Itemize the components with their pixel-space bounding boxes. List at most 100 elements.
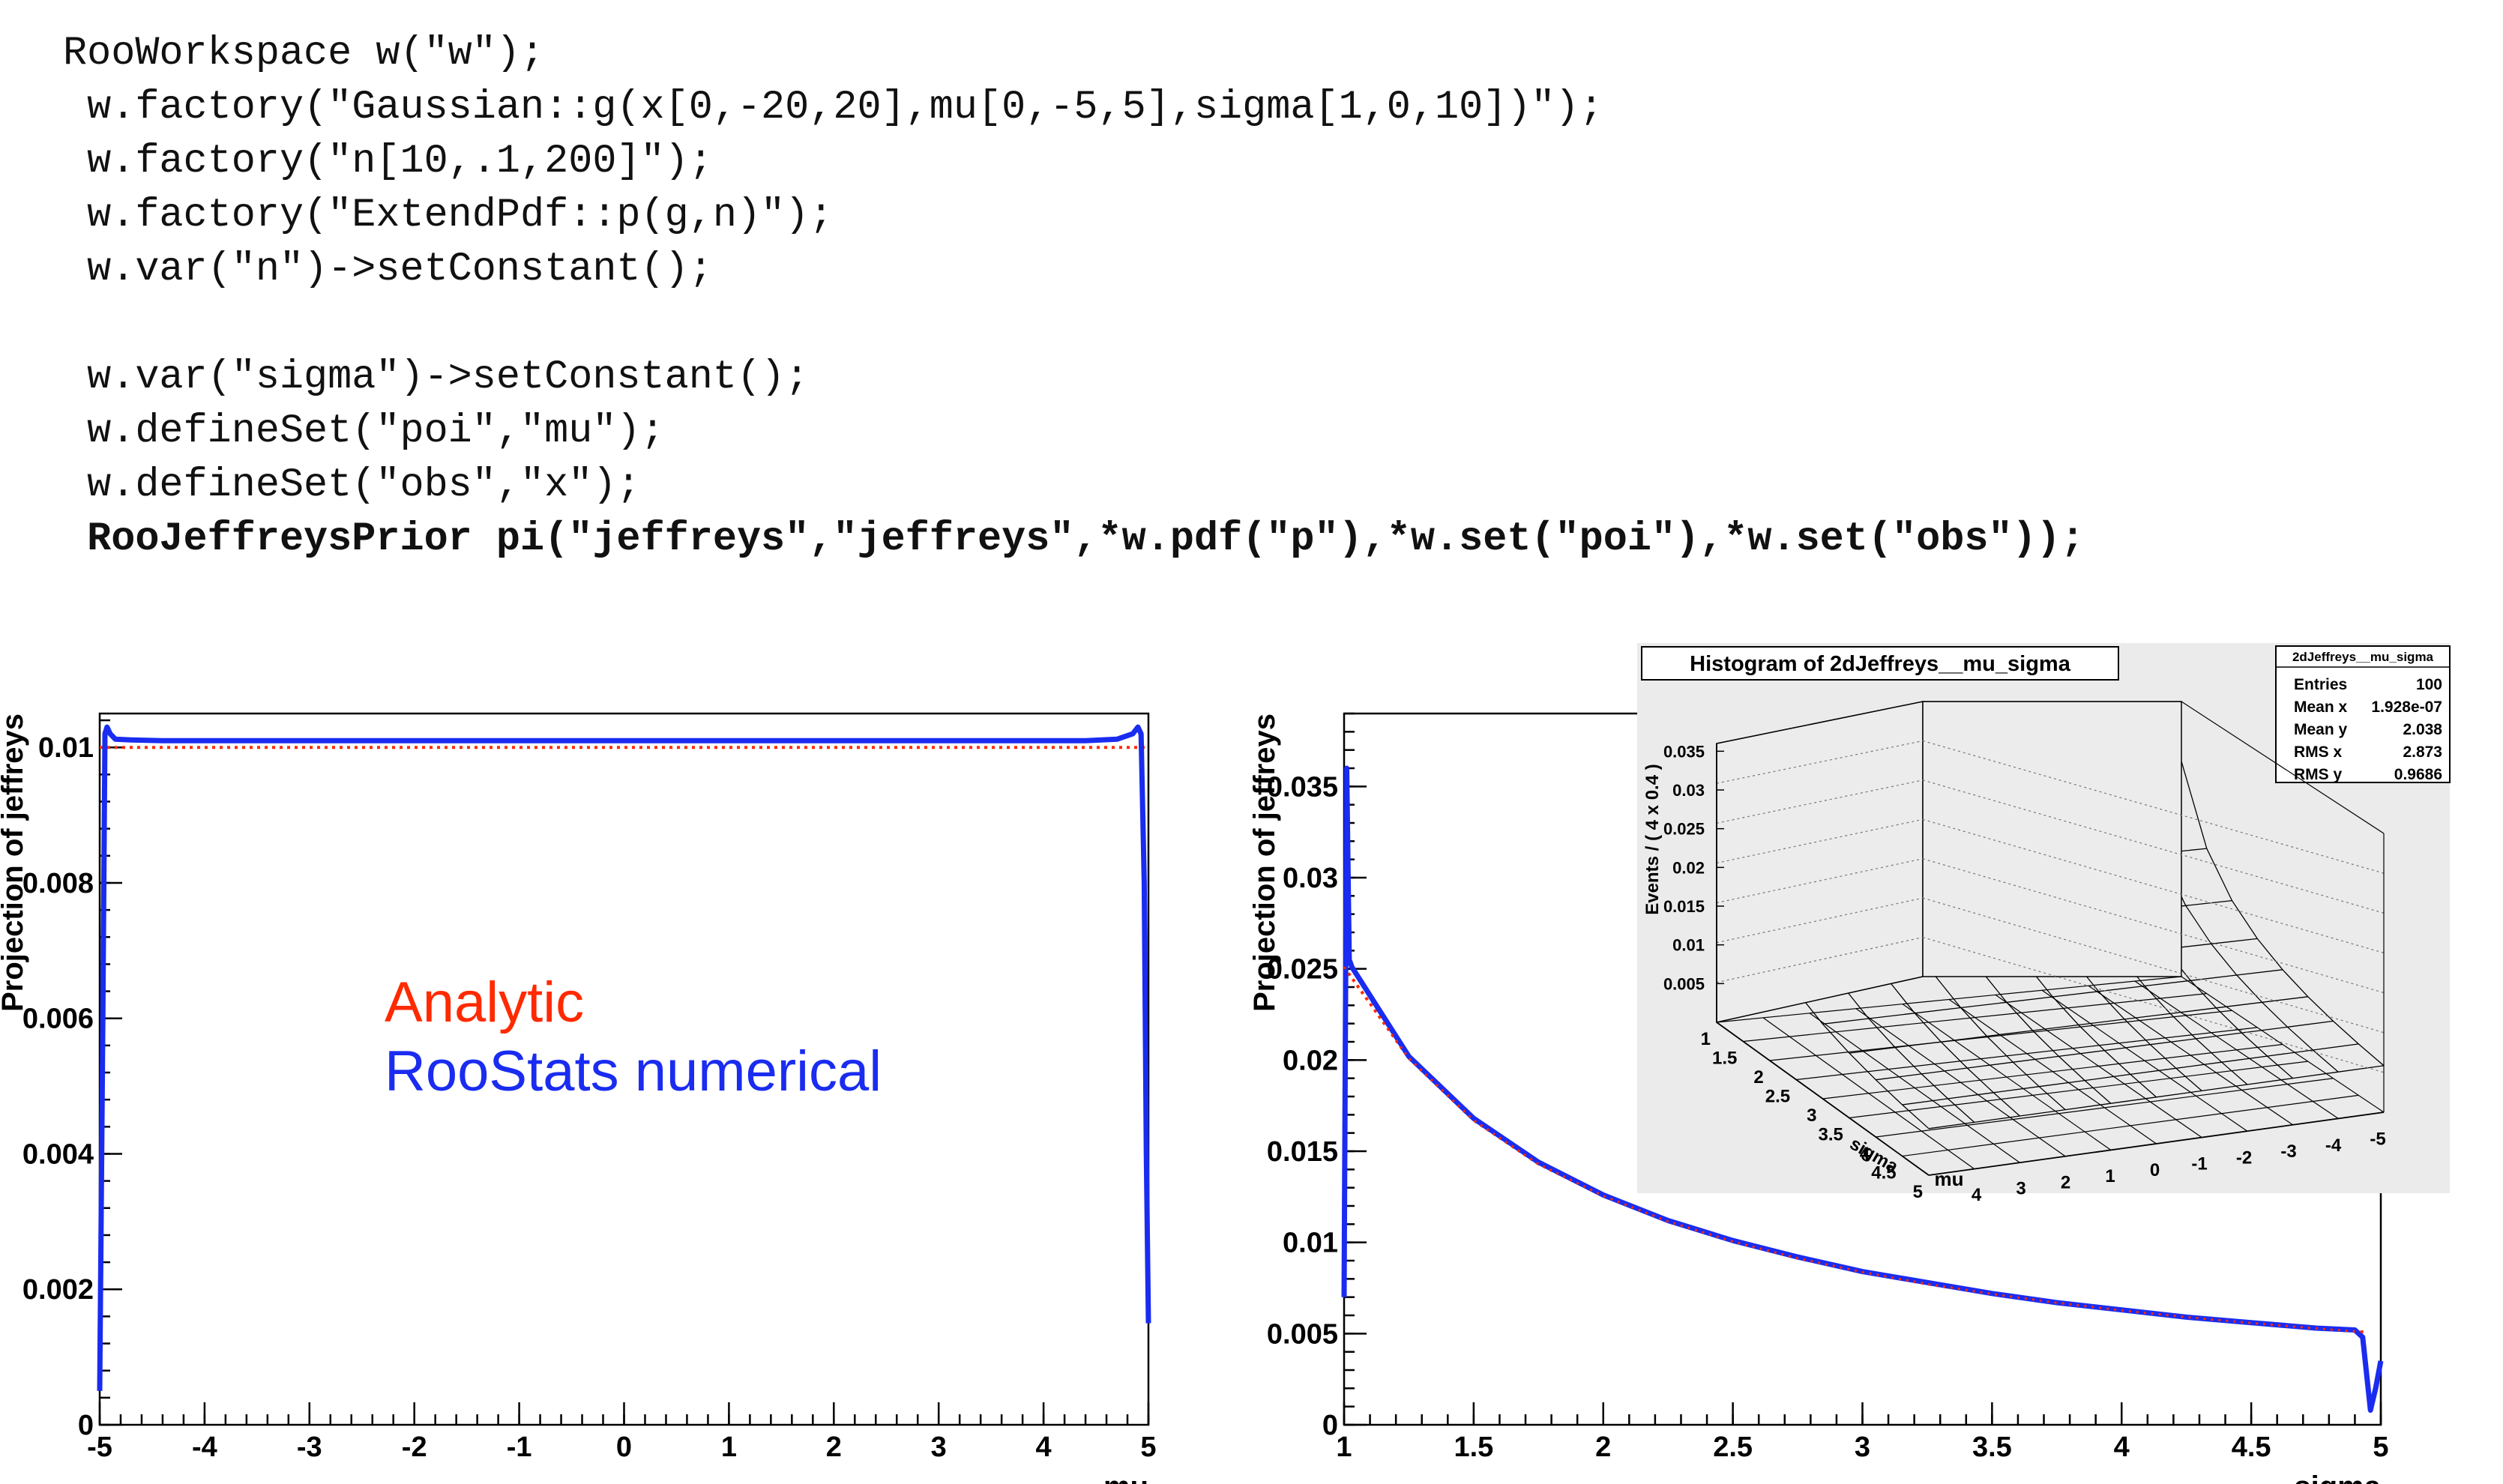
legend: Analytic RooStats numerical xyxy=(385,968,882,1106)
code-line: w.factory("ExtendPdf::p(g,n)"); xyxy=(63,193,834,238)
y-tick-label: 0.008 xyxy=(22,868,94,899)
x-tick-label: 3 xyxy=(931,1432,947,1463)
floor-grid-line xyxy=(1743,993,2207,1043)
z-axis-label: Events / ( 4 x 0.4 ) xyxy=(1642,764,1663,914)
code-line: RooJeffreysPrior pi("jeffreys","jeffreys… xyxy=(63,516,2085,562)
code-line: RooWorkspace w("w"); xyxy=(63,31,545,76)
y-tick-label: 0.035 xyxy=(1267,771,1338,803)
top-edge xyxy=(2181,701,2385,834)
surface-sigma-line xyxy=(1876,1020,2334,1081)
x-tick-label: 4.5 xyxy=(2232,1432,2271,1463)
mu-axis-label: mu xyxy=(1935,1168,1964,1190)
x-tick-label: -5 xyxy=(87,1432,112,1463)
mu-tick-label: -5 xyxy=(2370,1129,2385,1150)
sigma-tick-label: 3 xyxy=(1807,1106,1816,1126)
y-tick-label: 0.002 xyxy=(22,1274,94,1306)
y-tick-label: 0.005 xyxy=(1267,1318,1338,1350)
z-tick-label: 0.01 xyxy=(1672,936,1705,955)
sigma-tick-label: 4.5 xyxy=(1871,1163,1896,1183)
analytic-series-overlay xyxy=(1343,966,2368,1334)
legend-analytic: Analytic xyxy=(385,971,585,1034)
wall-grid-line xyxy=(1716,779,1924,824)
mu-tick-label: 4 xyxy=(1972,1185,1982,1205)
y-tick-label: 0 xyxy=(78,1410,94,1441)
stats-label: RMS y xyxy=(2294,766,2343,783)
y-tick-label: 0.006 xyxy=(22,1004,94,1035)
y-tick-label: 0.004 xyxy=(22,1138,94,1170)
z-tick-label: 0.03 xyxy=(1672,781,1705,800)
mu-tick-label: 3 xyxy=(2016,1179,2025,1199)
inset-title: Histogram of 2dJeffreys__mu_sigma xyxy=(1690,652,2071,676)
z-tick-label: 0.005 xyxy=(1663,974,1705,993)
x-tick-label: 1.5 xyxy=(1454,1432,1493,1463)
numerical-series-line xyxy=(97,724,1151,1391)
wall-grid-line xyxy=(1716,858,1924,904)
x-tick-label: 4 xyxy=(2114,1432,2130,1463)
x-axis-label: mu xyxy=(1103,1471,1148,1484)
code-line: w.factory("Gaussian::g(x[0,-20,20],mu[0,… xyxy=(63,85,1603,130)
x-tick-label: 4 xyxy=(1036,1432,1052,1463)
wall-grid-line xyxy=(1922,858,2385,994)
z-tick-label: 0.02 xyxy=(1672,858,1705,877)
y-tick-label: 0.01 xyxy=(38,732,94,764)
top-edge xyxy=(1716,701,1924,744)
code-line: w.defineSet("poi","mu"); xyxy=(63,408,665,454)
sigma-axis-line xyxy=(1716,1022,1930,1176)
wall-grid-line xyxy=(1922,818,2385,954)
wall-grid-line xyxy=(1922,936,2385,1073)
sigma-tick-label: 1 xyxy=(1701,1029,1711,1049)
mu-tick-label: -1 xyxy=(2191,1154,2207,1174)
x-tick-label: -4 xyxy=(192,1432,217,1463)
y-tick-label: 0.01 xyxy=(1283,1228,1338,1259)
stats-label: Entries xyxy=(2294,676,2347,693)
floor-grid-line xyxy=(1849,1061,2308,1119)
mu-tick-label: 0 xyxy=(2150,1160,2160,1180)
code-block: RooWorkspace w("w"); w.factory("Gaussian… xyxy=(63,27,2085,567)
y-axis-label: Projection of jeffreys xyxy=(1248,714,1281,1012)
y-axis-label: Projection of jeffreys xyxy=(0,714,29,1012)
wall-grid-line xyxy=(1716,897,1924,944)
back-wall xyxy=(1922,701,2182,977)
mu-tick-label: -4 xyxy=(2325,1135,2342,1156)
mu-tick-label: 2 xyxy=(2061,1172,2070,1192)
x-tick-label: 5 xyxy=(1140,1432,1156,1463)
left-wall xyxy=(1716,701,1924,1023)
wall-grid-line xyxy=(1716,818,1924,864)
wall-grid-line xyxy=(1922,740,2385,874)
x-tick-label: 2 xyxy=(1595,1432,1611,1463)
mu-axis-line xyxy=(1928,1112,2385,1176)
stats-label: Mean x xyxy=(2294,699,2348,716)
floor-grid-line xyxy=(1876,1078,2334,1138)
x-tick-label: 5 xyxy=(2373,1432,2388,1463)
stats-name: 2dJeffreys__mu_sigma xyxy=(2292,650,2434,664)
numerical-series-line xyxy=(1341,765,2384,1413)
stats-label: RMS x xyxy=(2294,743,2343,761)
sigma-tick-label: 2 xyxy=(1753,1067,1763,1088)
sigma-tick-label: 4 xyxy=(1860,1144,1870,1164)
x-tick-label: -1 xyxy=(507,1432,532,1463)
stats-value: 100 xyxy=(2416,676,2442,693)
z-tick-label: 0.015 xyxy=(1663,897,1705,916)
inset-title-box xyxy=(1641,646,2119,681)
sigma-tick-label: 1.5 xyxy=(1712,1049,1737,1069)
floor-grid-line xyxy=(1902,1094,2359,1157)
z-tick-label: 0.035 xyxy=(1663,742,1705,761)
sigma-tick-label: 3.5 xyxy=(1819,1125,1843,1145)
sigma-tick-label: 2.5 xyxy=(1765,1087,1790,1107)
wall-grid-line xyxy=(1922,779,2385,914)
mu-tick-label: 1 xyxy=(2105,1166,2115,1186)
stats-value: 1.928e-07 xyxy=(2371,699,2442,716)
surface-sigma-line xyxy=(1928,1065,2385,1129)
x-tick-label: 0 xyxy=(616,1432,632,1463)
surface-sigma-line xyxy=(1822,969,2283,1025)
stats-value: 2.038 xyxy=(2403,721,2442,738)
wall-grid-line xyxy=(1716,936,1924,983)
y-tick-label: 0.02 xyxy=(1283,1045,1338,1076)
y-tick-label: 0.025 xyxy=(1267,954,1338,986)
x-tick-label: -2 xyxy=(402,1432,427,1463)
floor-grid-line xyxy=(1822,1043,2283,1100)
legend-numerical: RooStats numerical xyxy=(385,1040,882,1103)
y-tick-label: 0.03 xyxy=(1283,863,1338,894)
